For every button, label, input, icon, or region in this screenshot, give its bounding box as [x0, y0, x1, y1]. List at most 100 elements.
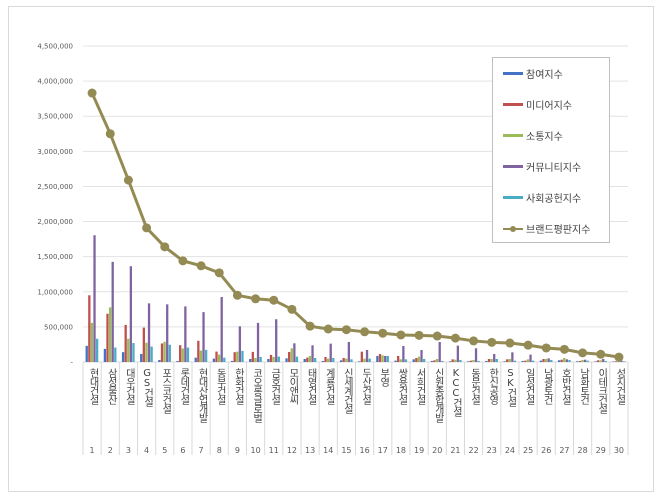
bar-4-13: [311, 345, 314, 362]
bar-3-23: [490, 358, 493, 362]
legend-item: 사회공헌지수: [503, 190, 581, 205]
category-label: 현대건설: [87, 368, 99, 404]
bar-3-5: [163, 341, 166, 362]
brand-reputation-point-2: [105, 129, 115, 139]
bar-3-15: [345, 358, 348, 362]
bar-2-9: [233, 352, 236, 362]
rank-label: 8: [217, 446, 222, 455]
bar-4-26: [547, 358, 550, 362]
legend-item: 참여지수: [503, 66, 563, 81]
category-label: 금호건설: [268, 368, 280, 404]
rank-label: 6: [180, 446, 185, 455]
bar-5-5: [168, 344, 171, 362]
rank-label: 4: [144, 446, 149, 455]
y-tick-label: 1,500,000: [37, 253, 73, 261]
bar-3-12: [290, 348, 293, 362]
bar-3-14: [326, 358, 330, 362]
y-tick-label: 1,000,000: [37, 288, 73, 296]
bar-5-27: [568, 359, 571, 362]
legend-item: 미디어지수: [503, 97, 572, 112]
brand-reputation-point-6: [178, 256, 188, 266]
bar-5-24: [513, 360, 517, 362]
bar-2-8: [215, 351, 218, 362]
bar-2-25: [524, 360, 527, 362]
bar-4-12: [293, 343, 296, 362]
brand-reputation-point-20: [432, 331, 442, 341]
bar-3-17: [381, 355, 384, 362]
y-tick-label: 3,000,000: [37, 148, 73, 156]
brand-reputation-point-17: [378, 328, 388, 338]
bar-1-27: [557, 360, 561, 362]
bar-4-6: [184, 306, 187, 362]
bar-3-25: [526, 359, 530, 362]
legend-item: 소통지수: [503, 128, 563, 143]
bar-3-3: [127, 338, 130, 362]
bar-2-23: [487, 358, 491, 362]
bar-5-13: [313, 357, 317, 362]
brand-reputation-point-27: [559, 344, 569, 354]
brand-reputation-point-4: [142, 223, 152, 233]
brand-reputation-point-19: [414, 330, 424, 340]
bar-1-17: [376, 355, 379, 362]
bar-3-24: [508, 358, 511, 362]
rank-label: 24: [505, 446, 515, 455]
rank-label: 7: [199, 446, 204, 455]
bar-3-2: [108, 307, 112, 362]
bar-1-29: [594, 361, 597, 362]
legend-item: 브랜드평판지수: [503, 221, 590, 236]
rank-label: 13: [305, 446, 315, 455]
rank-label: 10: [250, 446, 260, 455]
brand-reputation-point-23: [487, 337, 497, 347]
rank-label: 20: [432, 446, 442, 455]
bar-5-29: [604, 360, 607, 362]
bar-1-4: [140, 353, 143, 362]
category-label: 태영건설: [305, 368, 317, 404]
bar-5-7: [204, 349, 208, 362]
bar-2-7: [197, 340, 200, 362]
bar-3-13: [308, 355, 312, 362]
bar-3-26: [544, 358, 548, 362]
rank-label: 22: [468, 446, 478, 455]
category-label: 포스코건설: [159, 368, 171, 413]
rank-label: 29: [596, 446, 606, 455]
bar-2-29: [596, 360, 600, 362]
legend-swatch: [503, 134, 523, 137]
bar-2-17: [378, 353, 382, 362]
bar-3-6: [181, 348, 184, 362]
rank-label: 11: [269, 446, 279, 455]
y-tick-label: 2,000,000: [37, 218, 73, 226]
rank-label: 17: [378, 446, 388, 455]
bar-4-3: [129, 266, 133, 362]
category-label: 부영: [377, 368, 389, 386]
brand-reputation-point-24: [505, 338, 515, 348]
category-label: KCC건설: [450, 368, 462, 416]
bar-5-23: [495, 358, 498, 362]
category-label: 서희건설: [414, 368, 426, 404]
rank-label: 12: [287, 446, 297, 455]
bar-4-21: [456, 345, 460, 362]
bar-2-15: [342, 357, 345, 362]
bar-5-18: [404, 359, 408, 362]
brand-reputation-point-30: [614, 352, 624, 362]
bar-1-15: [339, 360, 343, 362]
bar-1-7: [194, 357, 197, 362]
bar-2-13: [306, 357, 309, 362]
category-label: 쌍용건설: [395, 368, 407, 404]
rank-label: 26: [541, 446, 551, 455]
bar-3-10: [254, 357, 257, 362]
bar-1-30: [612, 361, 615, 362]
bar-4-8: [220, 296, 223, 362]
bar-1-26: [539, 360, 543, 362]
bar-1-12: [285, 358, 288, 362]
bar-3-1: [90, 322, 94, 362]
bar-5-3: [132, 343, 135, 362]
category-label: GS건설: [141, 368, 153, 406]
legend-label: 사회공헌지수: [526, 194, 582, 205]
category-label: 삼성물산: [105, 368, 117, 404]
bar-5-2: [114, 347, 117, 362]
bar-2-11: [269, 354, 273, 362]
brand-reputation-point-7: [196, 261, 206, 271]
bar-1-5: [158, 359, 161, 362]
category-label: 성지건설: [613, 368, 625, 404]
legend-swatch: [503, 72, 523, 75]
